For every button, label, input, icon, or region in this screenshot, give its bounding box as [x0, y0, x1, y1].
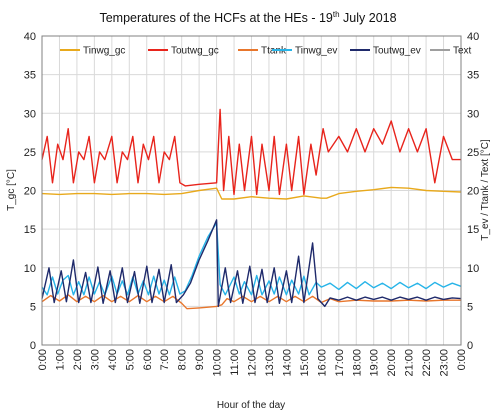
left-axis-ticks: 0 5 10 15 20 25 30 35 40	[24, 31, 36, 352]
x-tick-label: 16:00	[316, 349, 328, 377]
legend: Tinwg_gcToutwg_gcTtankTinwg_evToutwg_evT…	[60, 46, 472, 57]
y-tick-label-left: 5	[30, 301, 36, 313]
x-tick-label: 11:00	[229, 349, 241, 376]
x-tick-label: 7:00	[159, 349, 171, 370]
x-tick-label: 0:00	[456, 349, 468, 370]
y-tick-label-right: 25	[467, 147, 479, 159]
x-tick-label: 1:00	[54, 349, 66, 370]
x-axis-label: Hour of the day	[217, 400, 285, 411]
y-axis-right-label: T_ev / Ttank / Text [°C]	[480, 139, 491, 241]
x-tick-label: 21:00	[404, 349, 416, 377]
y-tick-label-right: 5	[467, 301, 473, 313]
y-tick-label-right: 20	[467, 186, 479, 198]
y-tick-label-right: 15	[467, 224, 479, 236]
series-line-toutwg-ev	[41, 219, 462, 308]
plot-frame	[41, 35, 462, 346]
x-tick-label: 18:00	[351, 349, 363, 377]
y-axis-left-label: T_gc [°C]	[6, 169, 17, 211]
y-tick-label-right: 0	[467, 340, 473, 352]
series-layer	[41, 108, 462, 310]
series-line-tinwg-gc	[41, 186, 462, 200]
legend-item-label: Tinwg_ev	[295, 46, 337, 57]
x-tick-label: 12:00	[247, 349, 259, 377]
grid	[41, 35, 462, 346]
series-line-tinwg-ev	[41, 222, 462, 296]
x-tick-label: 17:00	[334, 349, 346, 377]
series-line-toutwg-gc	[41, 108, 461, 196]
legend-item-label: Toutwg_gc	[171, 46, 219, 57]
y-tick-label-left: 10	[24, 263, 36, 275]
y-tick-label-left: 0	[30, 340, 36, 352]
y-tick-label-right: 40	[467, 31, 479, 43]
x-tick-label: 13:00	[264, 349, 276, 377]
y-tick-label-right: 30	[467, 108, 479, 120]
x-tick-label: 20:00	[386, 349, 398, 377]
y-tick-label-right: 10	[467, 263, 479, 275]
legend-item-label: Text	[453, 46, 472, 57]
y-tick-label-left: 20	[24, 186, 36, 198]
x-tick-label: 10:00	[212, 349, 224, 377]
x-tick-label: 22:00	[421, 349, 433, 377]
x-tick-label: 14:00	[281, 349, 293, 377]
x-tick-label: 0:00	[37, 349, 49, 370]
y-tick-label-left: 30	[24, 108, 36, 120]
x-axis-ticks: 0:00 1:00 2:00 3:00 4:00 5:00 6:00 7:00 8:00 9:00…	[37, 349, 468, 377]
x-tick-label: 9:00	[194, 349, 206, 370]
x-tick-label: 8:00	[177, 349, 189, 370]
x-tick-label: 19:00	[369, 349, 381, 377]
y-tick-label-left: 15	[24, 224, 36, 236]
x-tick-label: 5:00	[124, 349, 136, 370]
chart-title: Temperatures of the HCFs at the HEs - 19…	[99, 10, 396, 25]
x-tick-label: 15:00	[299, 349, 311, 377]
y-tick-label-left: 35	[24, 70, 36, 82]
right-axis-ticks: 0 5 10 15 20 25 30 35 40	[467, 31, 479, 352]
legend-item-label: Tinwg_gc	[83, 46, 125, 57]
y-tick-label-left: 25	[24, 147, 36, 159]
x-tick-label: 3:00	[89, 349, 101, 370]
legend-item-label: Toutwg_ev	[373, 46, 421, 57]
y-tick-label-left: 40	[24, 31, 36, 43]
y-tick-label-right: 35	[467, 70, 479, 82]
x-tick-label: 4:00	[107, 349, 119, 370]
x-tick-label: 6:00	[142, 349, 154, 370]
x-tick-label: 23:00	[439, 349, 451, 377]
x-tick-label: 2:00	[72, 349, 84, 370]
